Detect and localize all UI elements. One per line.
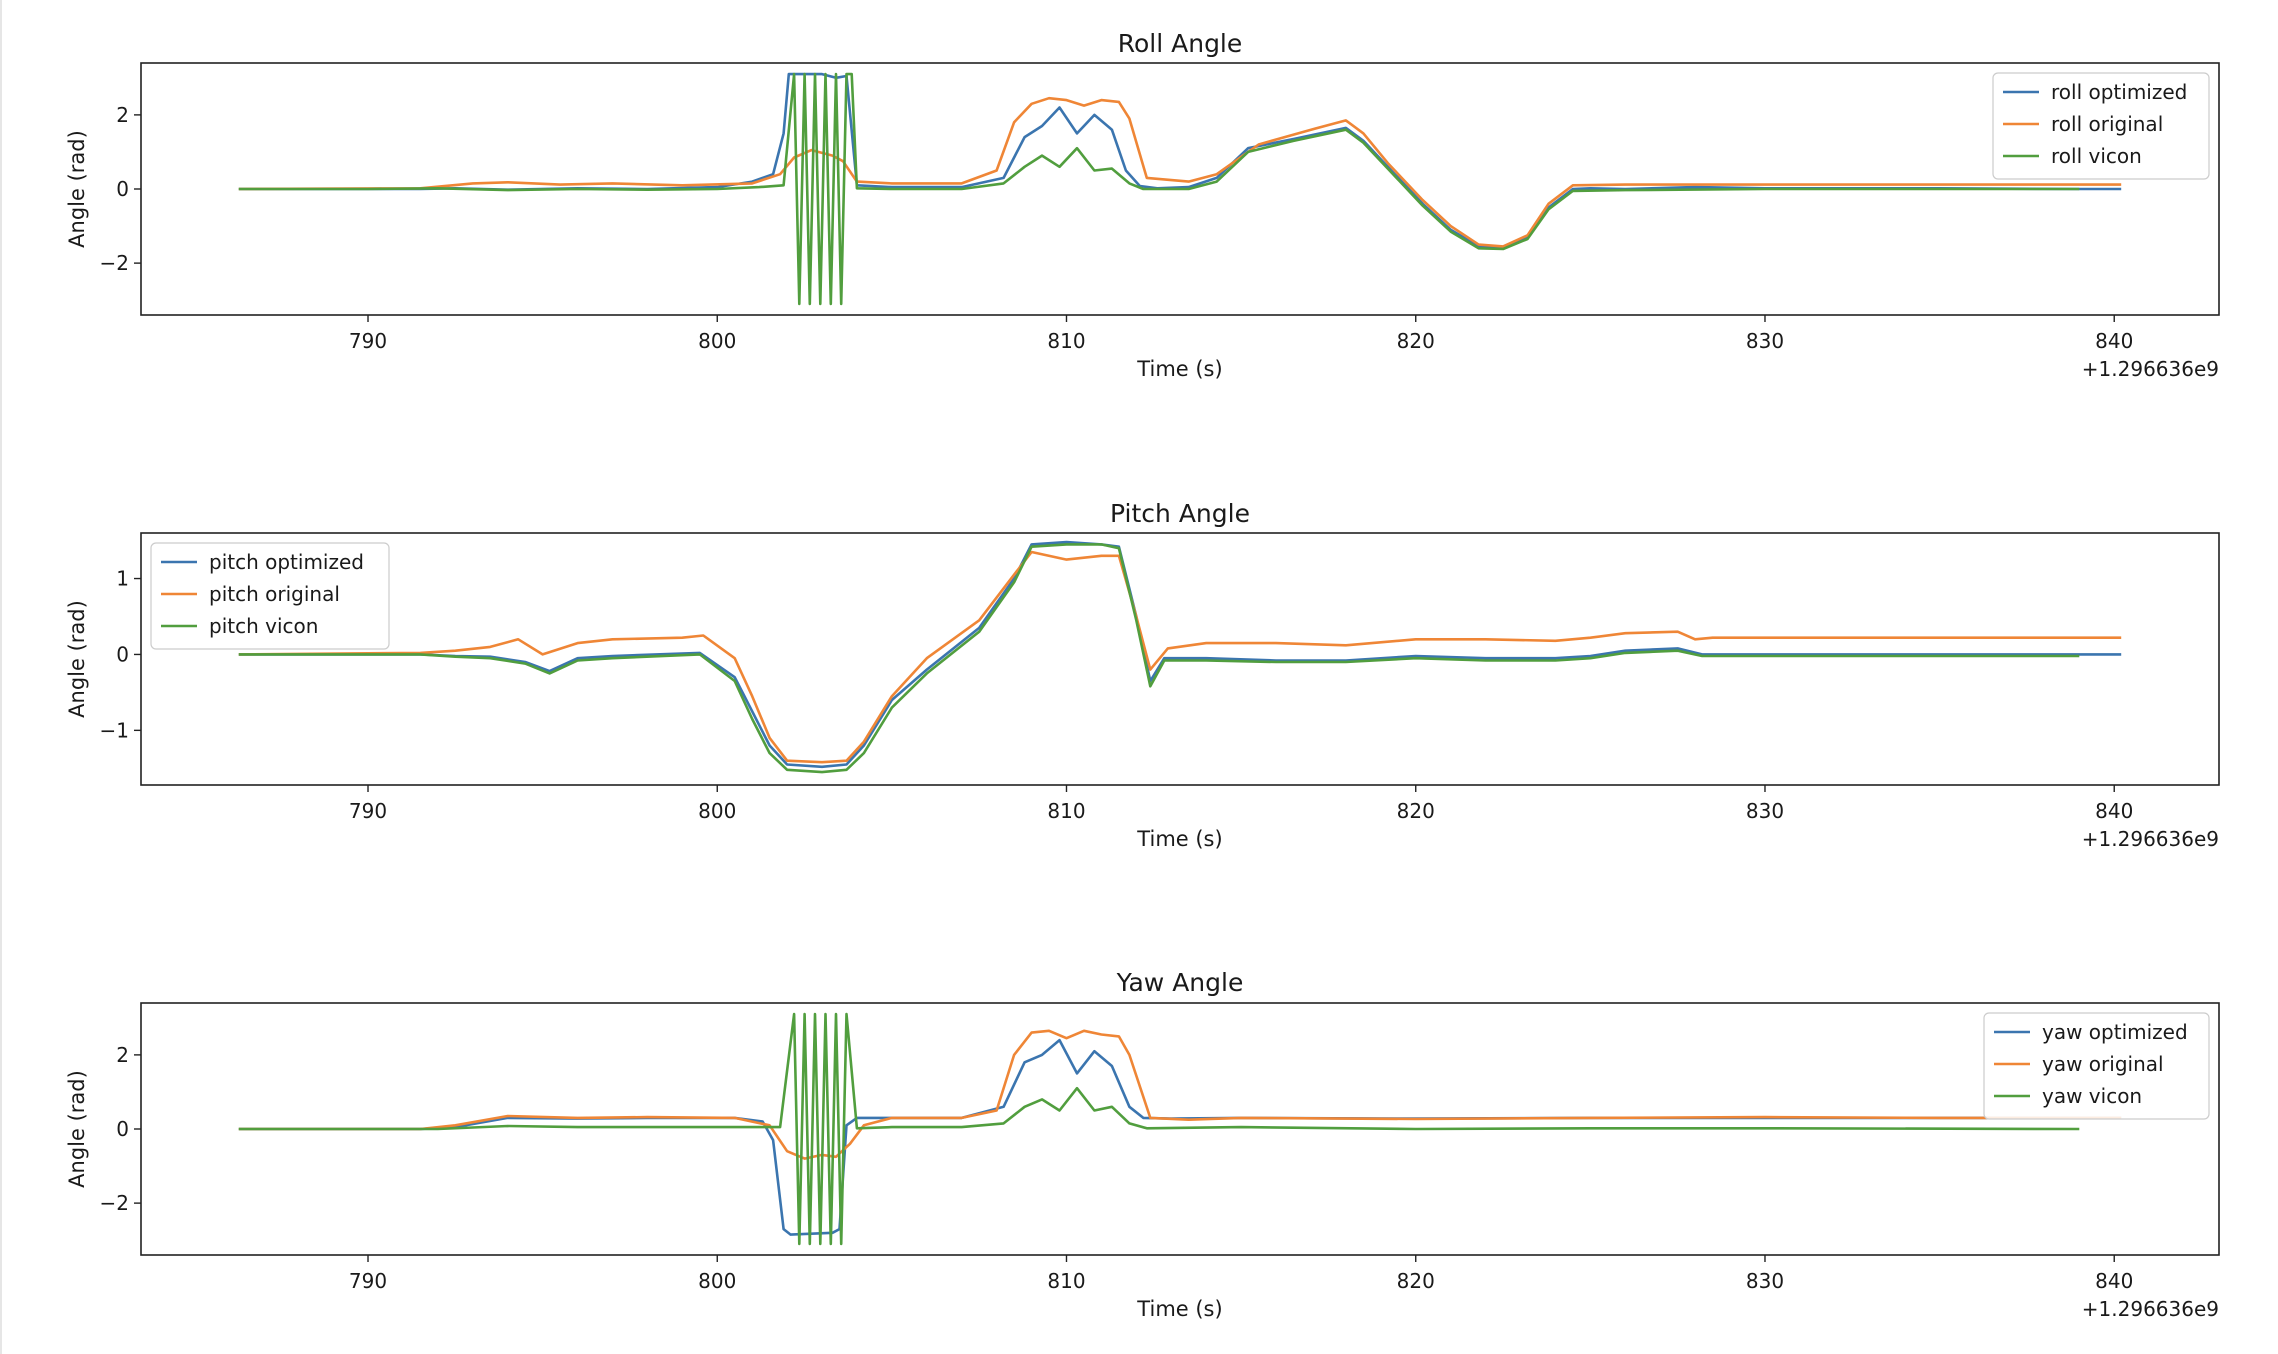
- x-tick-label: 830: [1746, 329, 1784, 353]
- series-line-original: [238, 1029, 2122, 1160]
- legend-label: pitch original: [209, 582, 340, 606]
- series-group: [238, 72, 2122, 306]
- x-tick-label: 800: [698, 799, 736, 823]
- chart-title: Pitch Angle: [1110, 499, 1250, 528]
- legend-box: [1983, 1012, 2210, 1120]
- legend-label: yaw original: [2042, 1052, 2164, 1076]
- legend-box: [1992, 72, 2210, 180]
- x-tick-label: 810: [1047, 1269, 1085, 1293]
- chart-title: Yaw Angle: [1116, 968, 1244, 997]
- y-tick-label: 0: [116, 642, 129, 666]
- y-tick-label: 0: [116, 1117, 129, 1141]
- y-tick-label: −2: [100, 251, 129, 275]
- legend-label: roll vicon: [2051, 144, 2142, 168]
- subplot-0: Roll Angle 790 800 810 820 830 840 2 0 −2 Time (s)…: [65, 29, 2220, 381]
- legend: pitch optimized pitch original pitch vicon: [150, 542, 390, 650]
- x-offset-label: +1.296636e9: [2082, 827, 2219, 851]
- x-offset-label: +1.296636e9: [2082, 357, 2219, 381]
- y-axis-label: Angle (rad): [65, 1070, 89, 1188]
- x-axis-label: Time (s): [1136, 357, 1222, 381]
- series-line-optimized: [238, 1038, 2122, 1236]
- y-tick-label: 1: [116, 567, 129, 591]
- legend: yaw optimized yaw original yaw vicon: [1983, 1012, 2210, 1120]
- x-tick-label: 820: [1397, 329, 1435, 353]
- series-group: [238, 540, 2122, 774]
- x-offset-label: +1.296636e9: [2082, 1297, 2219, 1321]
- x-axis-label: Time (s): [1136, 1297, 1222, 1321]
- x-tick-label: 830: [1746, 799, 1784, 823]
- x-tick-label: 800: [698, 1269, 736, 1293]
- x-tick-label: 810: [1047, 799, 1085, 823]
- x-tick-label: 840: [2095, 799, 2133, 823]
- x-tick-label: 840: [2095, 329, 2133, 353]
- subplot-1: Pitch Angle 790 800 810 820 830 840 1 0 −1 Time (s…: [65, 499, 2220, 851]
- y-tick-label: −1: [100, 718, 129, 742]
- x-axis-label: Time (s): [1136, 827, 1222, 851]
- y-tick-label: 2: [116, 1043, 129, 1067]
- axes-frame: [140, 532, 2220, 786]
- legend-label: pitch optimized: [209, 550, 364, 574]
- x-tick-label: 790: [349, 799, 387, 823]
- legend-box: [150, 542, 390, 650]
- legend-label: roll original: [2051, 112, 2163, 136]
- series-line-vicon: [238, 72, 2080, 306]
- legend-label: yaw optimized: [2042, 1020, 2188, 1044]
- series-line-optimized: [238, 72, 2122, 249]
- legend-label: yaw vicon: [2042, 1084, 2142, 1108]
- subplot-2: Yaw Angle 790 800 810 820 830 840 2 0 −2 Time (s) A…: [65, 968, 2220, 1321]
- x-tick-label: 790: [349, 329, 387, 353]
- y-axis-label: Angle (rad): [65, 130, 89, 248]
- x-tick-label: 820: [1397, 1269, 1435, 1293]
- chart-title: Roll Angle: [1118, 29, 1243, 58]
- series-line-vicon: [238, 543, 2080, 774]
- window-edge: [0, 0, 2, 1354]
- y-tick-label: 0: [116, 177, 129, 201]
- y-axis-label: Angle (rad): [65, 600, 89, 718]
- y-tick-label: 2: [116, 103, 129, 127]
- y-tick-label: −2: [100, 1191, 129, 1215]
- x-tick-label: 820: [1397, 799, 1435, 823]
- series-line-optimized: [238, 540, 2122, 769]
- series-line-vicon: [238, 1012, 2080, 1246]
- series-line-original: [238, 550, 2122, 764]
- x-tick-label: 800: [698, 329, 736, 353]
- series-line-original: [238, 96, 2122, 248]
- x-tick-label: 830: [1746, 1269, 1784, 1293]
- legend: roll optimized roll original roll vicon: [1992, 72, 2210, 180]
- legend-label: pitch vicon: [209, 614, 318, 638]
- x-tick-label: 840: [2095, 1269, 2133, 1293]
- x-tick-label: 790: [349, 1269, 387, 1293]
- x-tick-label: 810: [1047, 329, 1085, 353]
- series-group: [238, 1012, 2122, 1246]
- legend-label: roll optimized: [2051, 80, 2187, 104]
